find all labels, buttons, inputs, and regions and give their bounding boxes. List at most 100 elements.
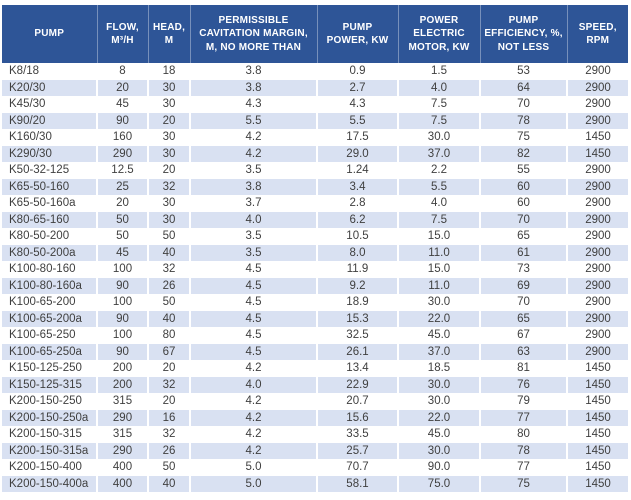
- cell-head: 20: [147, 112, 190, 129]
- table-row: K150-125-250 200 20 4.2 13.4 18.5 81 1450: [2, 360, 628, 377]
- cell-cavitation_margin: 4.5: [189, 327, 317, 344]
- cell-motor_power: 11.0: [397, 244, 480, 261]
- cell-head: 18: [147, 63, 190, 80]
- cell-pump_power: 17.5: [316, 129, 398, 146]
- cell-cavitation_margin: 5.0: [189, 459, 317, 476]
- cell-head: 80: [147, 327, 190, 344]
- cell-efficiency: 75: [479, 129, 567, 146]
- table-row: K100-65-200 100 50 4.5 18.9 30.0 70 2900: [2, 294, 628, 311]
- cell-cavitation_margin: 4.2: [189, 393, 317, 410]
- cell-pump: K150-125-315: [2, 376, 97, 393]
- cell-motor_power: 11.0: [397, 277, 480, 294]
- table-header: PUMP FLOW, M³/H HEAD, M PERMISSIBLE CAVI…: [2, 5, 628, 63]
- cell-pump: K8/18: [2, 63, 97, 80]
- cell-motor_power: 30.0: [397, 129, 480, 146]
- cell-speed: 1450: [566, 459, 628, 476]
- cell-pump: K65-50-160a: [2, 195, 97, 212]
- cell-flow: 45: [96, 96, 148, 113]
- pump-spec-table: PUMP FLOW, M³/H HEAD, M PERMISSIBLE CAVI…: [2, 5, 628, 492]
- cell-speed: 1450: [566, 376, 628, 393]
- cell-speed: 2900: [566, 343, 628, 360]
- cell-speed: 2900: [566, 195, 628, 212]
- cell-head: 30: [147, 211, 190, 228]
- cell-speed: 2900: [566, 79, 628, 96]
- cell-flow: 100: [96, 261, 148, 278]
- cell-cavitation_margin: 4.2: [189, 426, 317, 443]
- cell-cavitation_margin: 4.5: [189, 294, 317, 311]
- cell-speed: 1450: [566, 442, 628, 459]
- cell-pump: K150-125-250: [2, 360, 97, 377]
- cell-pump_power: 29.0: [316, 145, 398, 162]
- cell-pump: K90/20: [2, 112, 97, 129]
- cell-head: 32: [147, 376, 190, 393]
- cell-pump: K45/30: [2, 96, 97, 113]
- table-row: K200-150-315 315 32 4.2 33.5 45.0 80 1450: [2, 426, 628, 443]
- cell-efficiency: 81: [479, 360, 567, 377]
- cell-head: 32: [147, 426, 190, 443]
- column-header-efficiency: PUMP EFFICIENCY, %, NOT LESS: [479, 5, 567, 63]
- cell-motor_power: 7.5: [397, 211, 480, 228]
- cell-pump_power: 32.5: [316, 327, 398, 344]
- cell-flow: 8: [96, 63, 148, 80]
- cell-cavitation_margin: 3.5: [189, 228, 317, 245]
- cell-motor_power: 30.0: [397, 393, 480, 410]
- cell-pump: K65-50-160: [2, 178, 97, 195]
- table-row: K200-150-400 400 50 5.0 70.7 90.0 77 1450: [2, 459, 628, 476]
- cell-head: 30: [147, 96, 190, 113]
- cell-motor_power: 7.5: [397, 96, 480, 113]
- cell-pump_power: 18.9: [316, 294, 398, 311]
- cell-flow: 315: [96, 393, 148, 410]
- cell-motor_power: 1.5: [397, 63, 480, 80]
- cell-efficiency: 70: [479, 211, 567, 228]
- cell-efficiency: 77: [479, 409, 567, 426]
- cell-pump: K290/30: [2, 145, 97, 162]
- cell-pump: K100-65-250: [2, 327, 97, 344]
- cell-flow: 25: [96, 178, 148, 195]
- cell-head: 26: [147, 442, 190, 459]
- cell-speed: 2900: [566, 294, 628, 311]
- table-row: K65-50-160a 20 30 3.7 2.8 4.0 60 2900: [2, 195, 628, 212]
- cell-motor_power: 37.0: [397, 343, 480, 360]
- cell-head: 30: [147, 79, 190, 96]
- cell-pump_power: 0.9: [316, 63, 398, 80]
- cell-motor_power: 45.0: [397, 327, 480, 344]
- column-header-motor-power: POWER ELECTRIC MOTOR, KW: [397, 5, 480, 63]
- cell-pump: K20/30: [2, 79, 97, 96]
- cell-flow: 20: [96, 79, 148, 96]
- cell-pump: K50-32-125: [2, 162, 97, 179]
- cell-motor_power: 2.2: [397, 162, 480, 179]
- table-row: K80-50-200a 45 40 3.5 8.0 11.0 61 2900: [2, 244, 628, 261]
- cell-speed: 1450: [566, 360, 628, 377]
- cell-speed: 2900: [566, 112, 628, 129]
- cell-pump_power: 2.7: [316, 79, 398, 96]
- cell-efficiency: 61: [479, 244, 567, 261]
- cell-efficiency: 79: [479, 393, 567, 410]
- cell-efficiency: 69: [479, 277, 567, 294]
- cell-head: 50: [147, 294, 190, 311]
- cell-speed: 2900: [566, 327, 628, 344]
- cell-pump_power: 20.7: [316, 393, 398, 410]
- table-row: K100-65-250 100 80 4.5 32.5 45.0 67 2900: [2, 327, 628, 344]
- cell-cavitation_margin: 4.5: [189, 343, 317, 360]
- table-row: K45/30 45 30 4.3 4.3 7.5 70 2900: [2, 96, 628, 113]
- cell-pump_power: 2.8: [316, 195, 398, 212]
- cell-motor_power: 30.0: [397, 294, 480, 311]
- cell-flow: 160: [96, 129, 148, 146]
- cell-head: 40: [147, 310, 190, 327]
- table-row: K65-50-160 25 32 3.8 3.4 5.5 60 2900: [2, 178, 628, 195]
- cell-pump_power: 10.5: [316, 228, 398, 245]
- cell-motor_power: 75.0: [397, 475, 480, 492]
- cell-head: 20: [147, 162, 190, 179]
- cell-head: 20: [147, 360, 190, 377]
- cell-cavitation_margin: 5.0: [189, 475, 317, 492]
- cell-motor_power: 5.5: [397, 178, 480, 195]
- cell-motor_power: 22.0: [397, 409, 480, 426]
- cell-cavitation_margin: 3.5: [189, 244, 317, 261]
- table-row: K290/30 290 30 4.2 29.0 37.0 82 1450: [2, 145, 628, 162]
- cell-head: 50: [147, 459, 190, 476]
- cell-speed: 1450: [566, 409, 628, 426]
- cell-pump: K200-150-315: [2, 426, 97, 443]
- cell-pump: K80-50-200a: [2, 244, 97, 261]
- cell-cavitation_margin: 4.5: [189, 261, 317, 278]
- cell-efficiency: 77: [479, 459, 567, 476]
